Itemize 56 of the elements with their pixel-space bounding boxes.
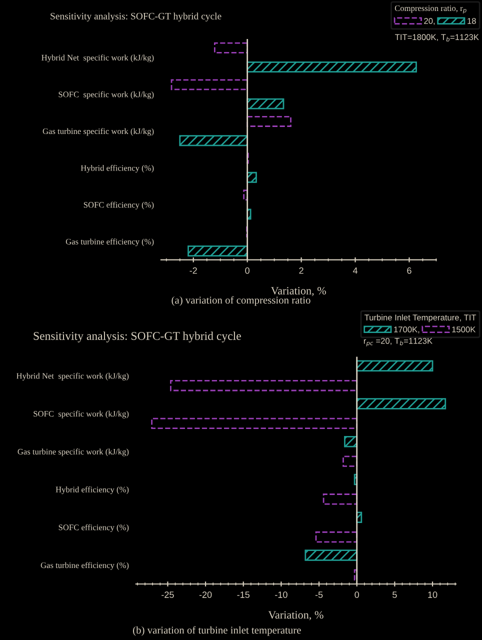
- legend-label: 20,: [424, 18, 435, 25]
- bar: [304, 550, 358, 561]
- legend-title: Turbine Inlet Temperature, TIT: [364, 314, 476, 322]
- x-tick-label: -15: [237, 592, 250, 598]
- y-tick-label: Hybrid Net specific work (kJ/kg): [42, 54, 154, 62]
- text: (a) variation of compression ratio: [172, 296, 310, 306]
- x-tick-label: -10: [275, 592, 288, 598]
- bar: [246, 98, 284, 110]
- y-tick-label: SOFC specific work (kJ/kg): [58, 91, 154, 99]
- bar: [151, 418, 358, 430]
- text: r$_{pc}$ =20, T$_{b}$=1123K: [364, 338, 432, 346]
- x-tick-label: 2: [299, 267, 304, 274]
- text: (b) variation of turbine inlet temperature: [133, 626, 301, 636]
- legend-title: Compression ratio, r$_{p}$: [394, 5, 466, 14]
- bar: [170, 79, 248, 90]
- y-tick-label: Gas turbine efficiency (%): [40, 562, 129, 570]
- chart-title: Sensitivity analysis: SOFC-GT hybrid cycle: [50, 12, 222, 22]
- bar: [354, 569, 358, 581]
- bar: [246, 62, 417, 72]
- legend-label: 18: [468, 18, 476, 24]
- bar: [179, 135, 248, 146]
- bar: [322, 494, 358, 505]
- y-tick-label: SOFC efficiency (%): [58, 524, 129, 532]
- bar: [356, 360, 434, 372]
- x-tick-label: 6: [407, 267, 412, 274]
- y-tick-label: Gas turbine efficiency (%): [66, 238, 154, 246]
- bar: [170, 380, 358, 392]
- x-tick-label: -20: [199, 592, 212, 598]
- x-tick-label: 10: [428, 592, 438, 598]
- bar: [188, 246, 248, 256]
- x-tick-label: -5: [315, 592, 323, 598]
- y-tick-label: SOFC specific work (kJ/kg): [34, 410, 129, 418]
- bar: [243, 190, 248, 201]
- legend-label: 1700K,: [394, 326, 420, 334]
- y-tick-label: Hybrid Net specific work (kJ/kg): [16, 372, 129, 380]
- chart-title: Sensitivity analysis: SOFC-GT hybrid cycle: [34, 332, 241, 342]
- x-axis-title: Variation, %: [270, 286, 326, 296]
- x-tick-label: 4: [352, 267, 358, 274]
- x-tick-label: -2: [190, 267, 197, 274]
- x-tick-label: 5: [392, 592, 397, 598]
- bar: [342, 456, 358, 467]
- legend-label: 1500K: [452, 326, 476, 332]
- x-tick-label: 0: [354, 592, 360, 598]
- y-tick-label: Gas turbine specific work (kJ/kg): [18, 448, 129, 456]
- x-axis-title: Variation, %: [268, 611, 324, 620]
- y-tick-label: Hybrid efficiency (%): [56, 486, 129, 494]
- annotation: TIT=1800K, T$_{b}$=1123K: [395, 34, 479, 42]
- y-tick-label: Hybrid efficiency (%): [80, 164, 154, 173]
- y-tick-label: Gas turbine specific work (kJ/kg): [42, 128, 154, 136]
- x-tick-label: 0: [245, 267, 250, 274]
- bar: [356, 398, 446, 410]
- bar: [246, 116, 292, 127]
- x-tick-label: -25: [162, 592, 174, 598]
- bar: [214, 42, 248, 54]
- y-tick-label: SOFC efficiency (%): [84, 202, 154, 210]
- bar: [315, 531, 358, 543]
